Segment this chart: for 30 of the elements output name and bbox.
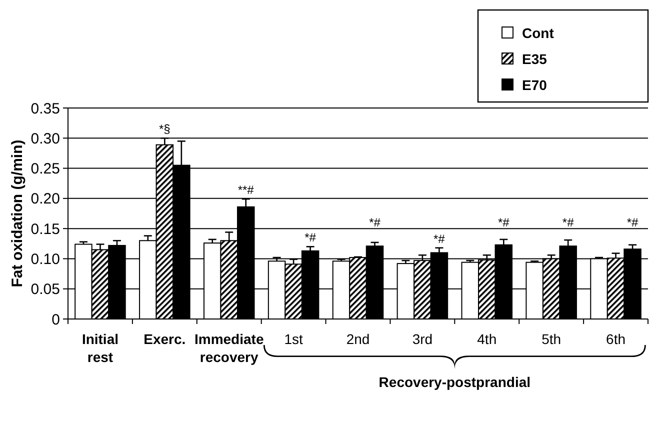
x-tick-label: 2nd [346, 331, 370, 347]
y-tick-label: 0.30 [30, 130, 60, 148]
legend-label: E70 [522, 76, 548, 93]
x-tick-label: Exerc. [144, 331, 186, 347]
annotation: **# [238, 183, 254, 198]
y-tick-label: 0.20 [30, 190, 60, 208]
annotation: *# [626, 216, 639, 230]
x-tick-label: Immediate recovery [194, 331, 264, 365]
y-tick-label: 0.05 [30, 281, 60, 298]
x-tick-label: 1st [284, 331, 303, 347]
x-tick-label: 6th [606, 331, 626, 347]
x-tick-label: 5th [542, 331, 562, 347]
legend-label: Cont [522, 24, 554, 41]
text: Recovery-postprandial [378, 374, 531, 390]
y-tick-label: 0 [52, 311, 60, 328]
x-tick-label: Initial rest [82, 331, 119, 365]
annotation: *# [369, 216, 381, 230]
legend-label: E35 [522, 50, 548, 67]
y-tick-label: 0.25 [30, 160, 60, 178]
annotation: *# [562, 216, 574, 230]
y-tick-label: 0.35 [30, 100, 60, 118]
annotation: *§ [158, 122, 170, 136]
annotation: *# [304, 230, 316, 245]
y-tick-label: 0.10 [30, 250, 60, 268]
y-tick-label: 0.15 [30, 220, 60, 238]
annotation: *# [434, 232, 446, 246]
annotation: *# [498, 216, 510, 230]
x-tick-label: 4th [477, 331, 497, 347]
y-axis-title: Fat oxidation (g/min) [9, 140, 26, 288]
x-tick-label: 3rd [412, 331, 433, 347]
